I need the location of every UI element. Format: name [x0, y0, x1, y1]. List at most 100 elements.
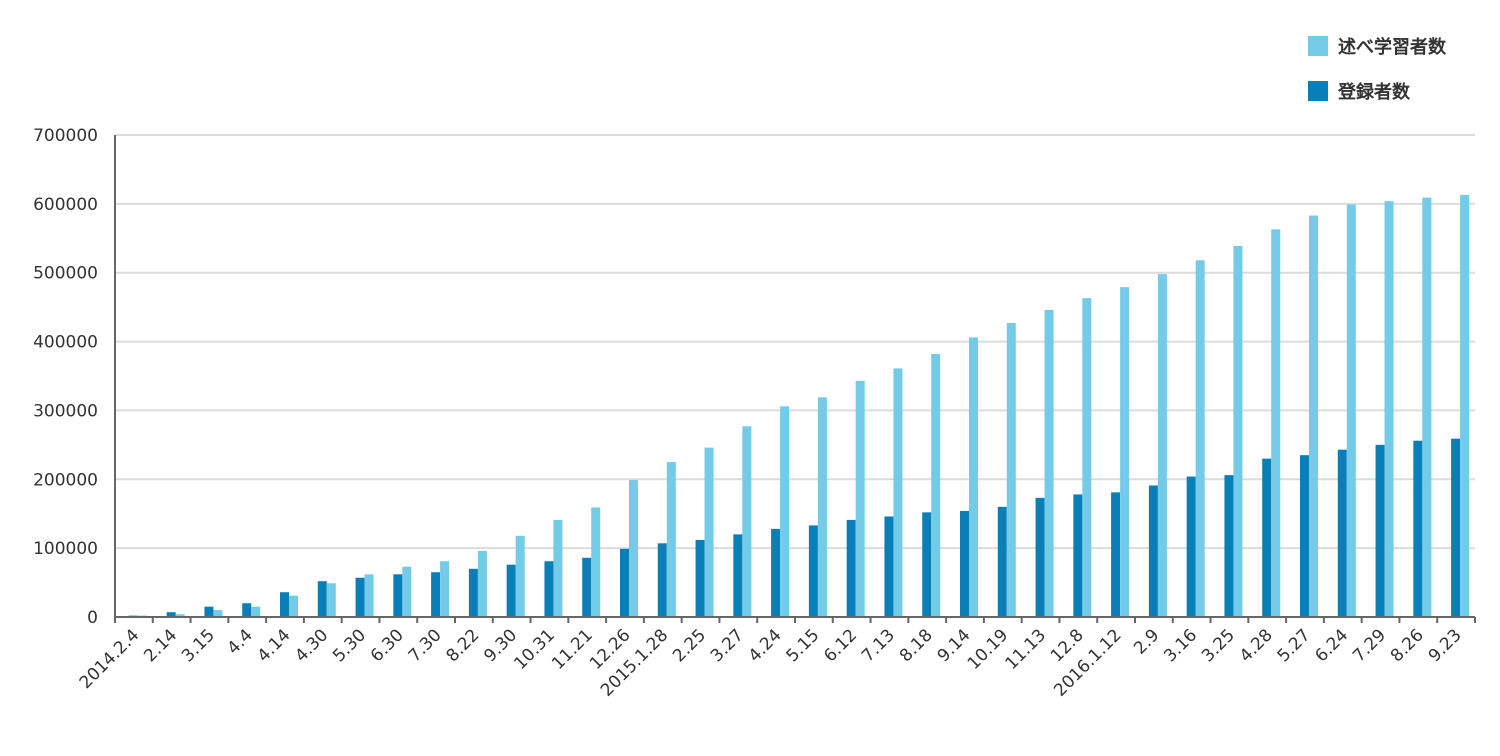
bar-cumulative-learners	[666, 462, 676, 617]
x-tick-label: 7.29	[1349, 625, 1390, 666]
x-tick-label: 3.27	[707, 625, 748, 666]
bar-cumulative-learners	[893, 368, 903, 617]
bar-registered	[1073, 494, 1083, 617]
bar-registered	[544, 561, 554, 617]
x-tick-label: 3.25	[1198, 625, 1239, 666]
gridlines	[115, 134, 1475, 550]
legend-label: 述べ学習者数	[1338, 36, 1447, 58]
bar-registered	[1035, 497, 1045, 617]
bar-cumulative-learners	[364, 574, 374, 617]
y-tick-label: 100000	[33, 539, 98, 559]
bar-cumulative-learners	[591, 507, 601, 617]
y-tick-label: 300000	[33, 401, 98, 421]
bar-cumulative-learners	[477, 550, 487, 617]
x-tick-label: 11.21	[548, 625, 597, 674]
x-tick-label: 6.12	[820, 625, 861, 666]
x-tick-label: 4.30	[291, 625, 332, 666]
bar-registered	[1413, 440, 1423, 617]
x-tick-label: 7.13	[858, 625, 899, 666]
bar-registered	[657, 543, 667, 617]
bar-registered	[997, 506, 1007, 617]
bar-cumulative-learners	[704, 447, 714, 617]
y-tick-label: 500000	[33, 264, 98, 284]
x-tick-label: 5.30	[329, 625, 370, 666]
bar-cumulative-learners	[1309, 215, 1318, 617]
bar-registered	[733, 534, 743, 617]
legend-swatch	[1308, 81, 1328, 101]
bar-registered	[166, 612, 176, 617]
bar-registered	[1186, 476, 1196, 617]
bar-cumulative-learners	[440, 561, 450, 617]
x-tick-label: 4.28	[1236, 625, 1277, 666]
x-tick-label: 2.25	[669, 625, 710, 666]
bar-cumulative-learners	[553, 519, 563, 617]
x-tick-label: 9.23	[1425, 625, 1466, 666]
y-tick-label: 200000	[33, 470, 98, 490]
y-axis-ticks: 0 100000 200000 300000 400000 500000 600000 700…	[33, 126, 98, 628]
bar-registered	[1375, 444, 1385, 617]
bar-cumulative-learners	[1422, 197, 1432, 617]
x-tick-label: 5.27	[1274, 625, 1315, 666]
legend-label: 登録者数	[1337, 81, 1411, 103]
bar-registered	[1262, 458, 1272, 617]
x-tick-label: 4.24	[745, 625, 786, 666]
y-tick-label: 600000	[33, 195, 98, 215]
x-tick-label: 2.14	[140, 625, 181, 666]
x-tick-label: 11.13	[1002, 625, 1051, 674]
legend-swatch	[1308, 36, 1328, 56]
bar-cumulative-learners	[1195, 260, 1205, 617]
bar-registered	[1148, 485, 1158, 617]
bar-cumulative-learners	[251, 606, 261, 617]
x-tick-label: 10.31	[510, 625, 559, 674]
x-tick-label: 2.9	[1130, 625, 1163, 658]
x-tick-label: 7.30	[405, 625, 446, 666]
bar-registered	[1451, 438, 1461, 617]
bar-cumulative-learners	[931, 353, 941, 617]
bar-registered	[317, 581, 327, 617]
x-tick-label: 8.26	[1387, 625, 1428, 666]
bar-registered	[468, 568, 478, 617]
x-tick-label: 6.24	[1311, 625, 1352, 666]
bar-cumulative-learners	[817, 397, 827, 617]
y-tick-label: 400000	[33, 333, 98, 353]
x-tick-label: 10.19	[964, 625, 1013, 674]
x-tick-label: 4.4	[223, 625, 256, 658]
bar-cumulative-learners	[213, 610, 223, 617]
bar-registered	[355, 577, 365, 617]
bar-registered	[506, 564, 516, 617]
bar-cumulative-learners	[326, 583, 336, 617]
bar-cumulative-learners	[1082, 298, 1092, 617]
bar-registered	[884, 516, 894, 617]
x-tick-label: 4.14	[254, 625, 295, 666]
bar-cumulative-learners	[515, 535, 525, 617]
bar-registered	[393, 574, 403, 617]
bar-cumulative-learners	[289, 595, 298, 617]
x-axis-ticks: 2014.2.42.143.15 4.44.144.305.306.307.308…	[76, 625, 1466, 700]
bar-registered	[771, 528, 781, 617]
bar-cumulative-learners	[1006, 322, 1016, 617]
x-tick-label: 8.22	[443, 625, 484, 666]
bar-cumulative-learners	[780, 406, 790, 617]
bar-cumulative-learners	[969, 337, 978, 617]
x-tick-label: 2014.2.4	[76, 625, 144, 693]
y-tick-label: 700000	[33, 126, 98, 146]
bar-registered	[431, 572, 441, 617]
bar-registered	[1111, 492, 1121, 617]
bar-cumulative-learners	[1346, 204, 1356, 617]
bar-cumulative-learners	[175, 614, 185, 617]
bar-cumulative-learners	[402, 566, 412, 617]
bar-registered	[1300, 455, 1309, 617]
bar-cumulative-learners	[1271, 229, 1281, 617]
bar-registered	[808, 525, 818, 617]
bar-cumulative-learners	[1460, 194, 1470, 618]
bar-registered	[960, 510, 969, 617]
bar-registered	[695, 539, 705, 617]
bars	[128, 194, 1470, 618]
bar-registered	[204, 606, 214, 617]
bar-cumulative-learners	[1233, 245, 1243, 618]
x-tick-label: 6.30	[367, 625, 408, 666]
y-tick-label: 0	[87, 608, 98, 628]
bar-registered	[922, 512, 932, 617]
